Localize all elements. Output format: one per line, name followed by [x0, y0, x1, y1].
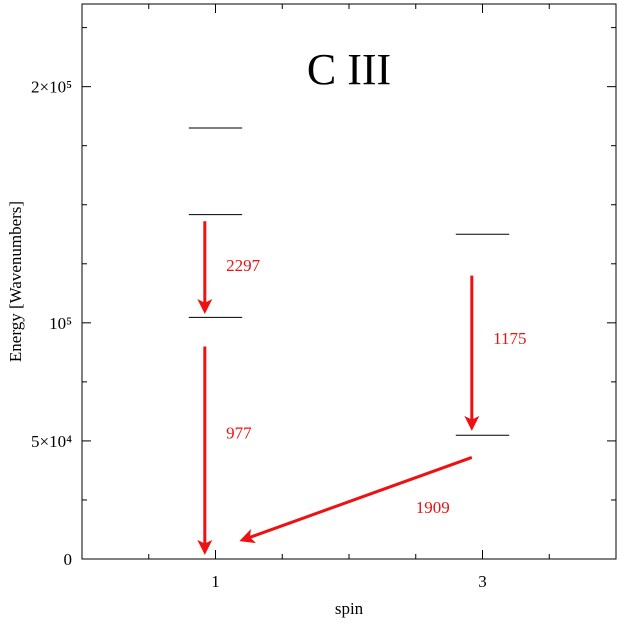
- x-tick-label: 1: [211, 572, 220, 591]
- transition-label: 2297: [226, 256, 261, 275]
- transition-label: 1909: [416, 498, 450, 517]
- transition-label: 977: [226, 424, 252, 443]
- y-tick-label: 2×10⁵: [31, 78, 72, 97]
- transition-label: 1175: [493, 329, 526, 348]
- x-axis-label: spin: [335, 599, 364, 618]
- y-tick-label: 5×10⁴: [31, 432, 72, 451]
- y-tick-label: 0: [64, 550, 73, 569]
- y-tick-label: 10⁵: [49, 314, 72, 333]
- transition-arrow: [239, 456, 473, 544]
- x-tick-label: 3: [478, 572, 487, 591]
- transitions: 2297 977 1175 1909: [197, 221, 527, 555]
- y-axis-label: Energy [Wavenumbers]: [6, 201, 25, 362]
- chart-title: C III: [307, 45, 391, 94]
- energy-levels: [188, 127, 510, 560]
- axis-ticks: 0 5×10⁴ 10⁵ 2×10⁵ 1 3: [31, 4, 616, 591]
